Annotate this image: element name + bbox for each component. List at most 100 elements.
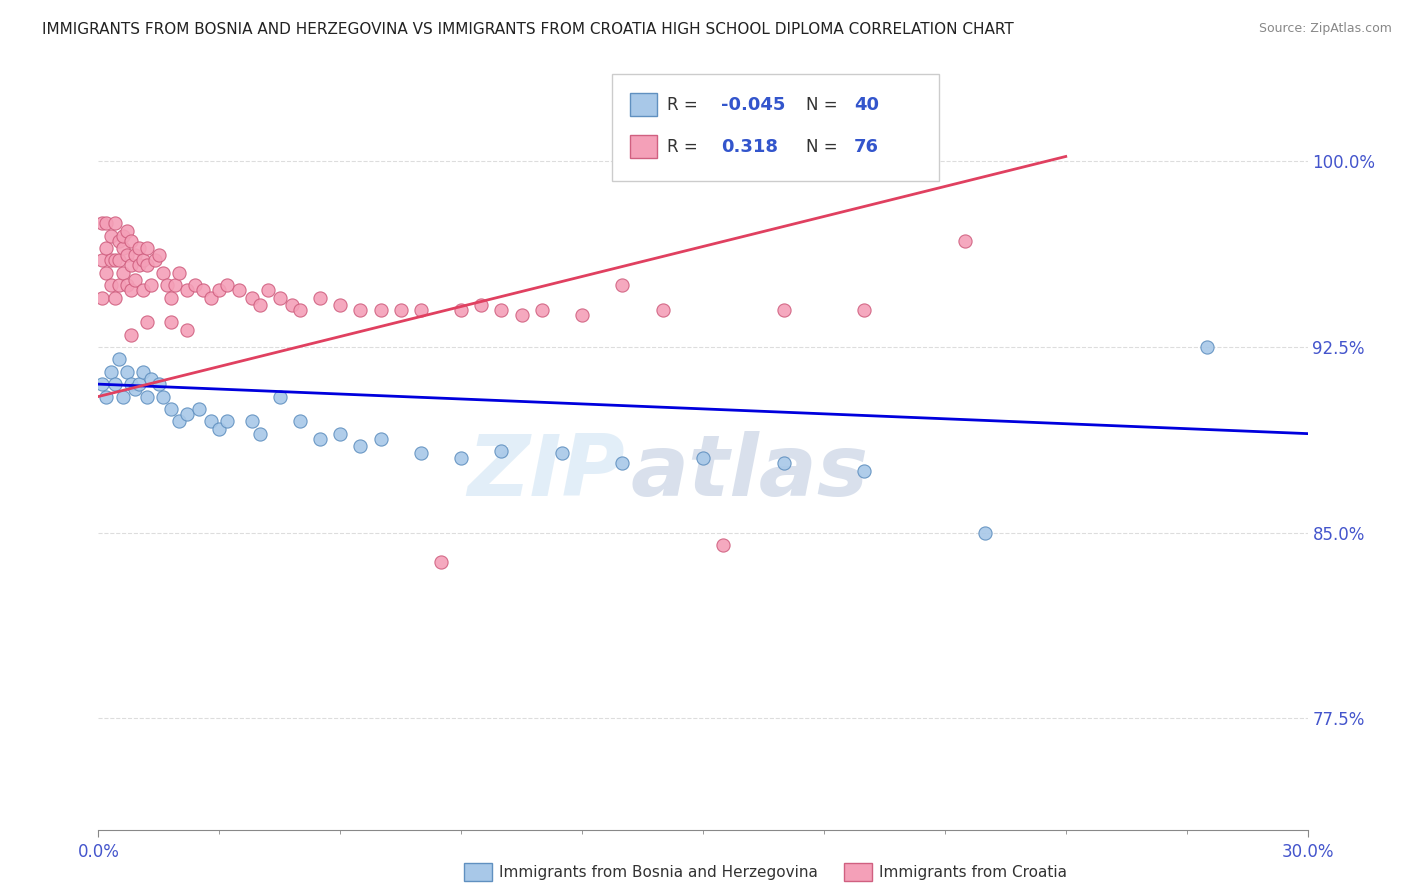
Point xyxy=(96,390,118,404)
Point xyxy=(111,266,134,280)
Point xyxy=(128,241,150,255)
Point xyxy=(240,291,263,305)
Point xyxy=(217,278,239,293)
Point xyxy=(491,302,513,317)
Point xyxy=(349,302,371,317)
Point xyxy=(156,278,179,293)
Point xyxy=(96,216,118,230)
Point xyxy=(120,283,142,297)
Point xyxy=(135,258,157,272)
Point xyxy=(124,273,146,287)
Point xyxy=(370,432,392,446)
Point xyxy=(148,377,170,392)
Point xyxy=(103,253,125,268)
Point xyxy=(208,283,231,297)
Point xyxy=(160,315,183,329)
Point xyxy=(193,283,215,297)
Text: Immigrants from Croatia: Immigrants from Croatia xyxy=(879,865,1067,880)
Text: R =: R = xyxy=(666,138,703,156)
Point xyxy=(1195,340,1218,354)
Point xyxy=(200,414,222,428)
Point xyxy=(132,283,155,297)
Point xyxy=(176,407,198,421)
Point xyxy=(510,308,533,322)
Point xyxy=(107,352,129,367)
Point xyxy=(184,278,207,293)
Point xyxy=(115,365,138,379)
Text: -0.045: -0.045 xyxy=(721,95,786,113)
Point xyxy=(217,414,239,428)
Point xyxy=(132,365,155,379)
Point xyxy=(281,298,304,312)
Point xyxy=(152,390,174,404)
Point xyxy=(530,302,553,317)
FancyBboxPatch shape xyxy=(630,136,657,158)
Point xyxy=(249,298,271,312)
Point xyxy=(772,456,794,470)
Point xyxy=(100,365,122,379)
Point xyxy=(349,439,371,453)
Point xyxy=(571,308,593,322)
Point xyxy=(692,451,714,466)
Point xyxy=(176,323,198,337)
Point xyxy=(120,327,142,342)
Point xyxy=(612,278,634,293)
Point xyxy=(430,555,453,569)
Text: N =: N = xyxy=(806,138,842,156)
Point xyxy=(450,302,472,317)
Point xyxy=(107,253,129,268)
Point xyxy=(120,234,142,248)
Point xyxy=(143,253,166,268)
Point xyxy=(269,291,291,305)
Text: ZIP: ZIP xyxy=(467,432,624,515)
Point xyxy=(148,248,170,262)
Text: 76: 76 xyxy=(855,138,879,156)
Point xyxy=(100,278,122,293)
Point xyxy=(853,302,876,317)
Text: Immigrants from Bosnia and Herzegovina: Immigrants from Bosnia and Herzegovina xyxy=(499,865,818,880)
Point xyxy=(100,228,122,243)
Point xyxy=(853,464,876,478)
Point xyxy=(111,241,134,255)
Point xyxy=(100,253,122,268)
Text: N =: N = xyxy=(806,95,842,113)
Point xyxy=(389,302,412,317)
Point xyxy=(139,278,162,293)
Point xyxy=(167,414,190,428)
Point xyxy=(329,426,352,441)
Point xyxy=(288,414,311,428)
Point xyxy=(470,298,492,312)
FancyBboxPatch shape xyxy=(630,93,657,116)
Point xyxy=(96,241,118,255)
Point xyxy=(111,228,134,243)
Point xyxy=(711,538,734,552)
Point xyxy=(128,377,150,392)
Text: atlas: atlas xyxy=(630,432,869,515)
FancyBboxPatch shape xyxy=(613,74,939,181)
Text: R =: R = xyxy=(666,95,703,113)
Point xyxy=(163,278,186,293)
Point xyxy=(772,302,794,317)
Point xyxy=(167,266,190,280)
Text: 0.318: 0.318 xyxy=(721,138,778,156)
Point xyxy=(124,382,146,396)
Point xyxy=(152,266,174,280)
Point xyxy=(135,390,157,404)
Point xyxy=(176,283,198,297)
Point xyxy=(132,253,155,268)
Text: Source: ZipAtlas.com: Source: ZipAtlas.com xyxy=(1258,22,1392,36)
Point xyxy=(115,224,138,238)
Point xyxy=(103,216,125,230)
Text: IMMIGRANTS FROM BOSNIA AND HERZEGOVINA VS IMMIGRANTS FROM CROATIA HIGH SCHOOL DI: IMMIGRANTS FROM BOSNIA AND HERZEGOVINA V… xyxy=(42,22,1014,37)
Text: 40: 40 xyxy=(855,95,879,113)
Point xyxy=(651,302,673,317)
Point xyxy=(107,234,129,248)
Point xyxy=(256,283,278,297)
Point xyxy=(107,278,129,293)
Point xyxy=(409,302,432,317)
Point xyxy=(160,401,183,416)
Point xyxy=(309,432,332,446)
Point xyxy=(128,258,150,272)
Point xyxy=(91,216,114,230)
Point xyxy=(329,298,352,312)
